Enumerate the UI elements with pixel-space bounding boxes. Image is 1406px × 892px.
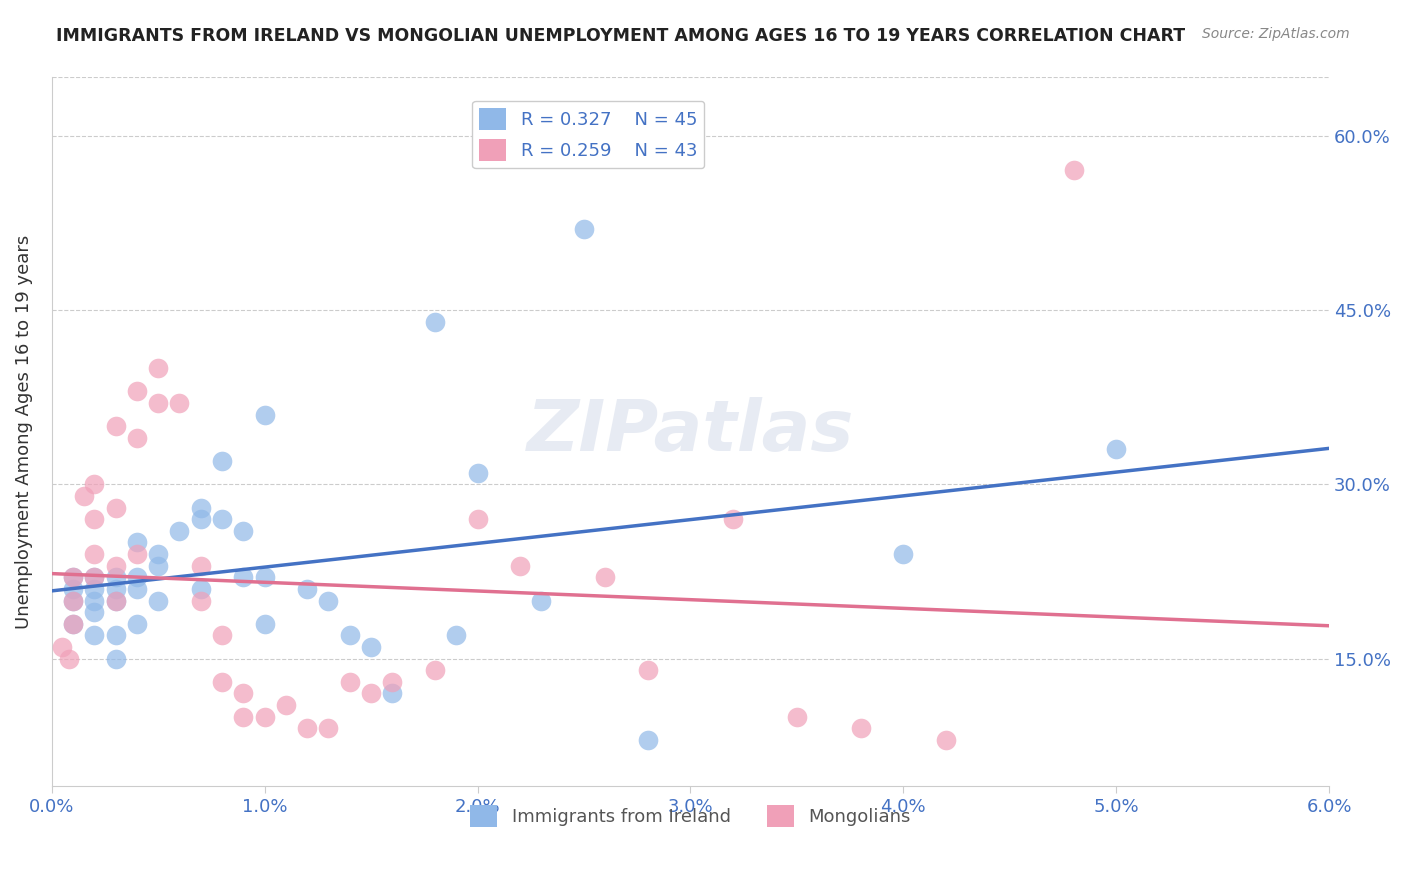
Point xyxy=(125,535,148,549)
Point xyxy=(83,628,105,642)
Point xyxy=(83,547,105,561)
Point xyxy=(360,640,382,654)
Point xyxy=(169,396,191,410)
Point xyxy=(360,686,382,700)
Text: IMMIGRANTS FROM IRELAND VS MONGOLIAN UNEMPLOYMENT AMONG AGES 16 TO 19 YEARS CORR: IMMIGRANTS FROM IRELAND VS MONGOLIAN UNE… xyxy=(56,27,1185,45)
Point xyxy=(104,628,127,642)
Point xyxy=(253,710,276,724)
Point xyxy=(891,547,914,561)
Point xyxy=(83,477,105,491)
Point xyxy=(58,651,80,665)
Point xyxy=(593,570,616,584)
Point xyxy=(467,466,489,480)
Point xyxy=(169,524,191,538)
Point xyxy=(509,558,531,573)
Point xyxy=(339,674,361,689)
Point xyxy=(62,582,84,596)
Point xyxy=(83,593,105,607)
Point xyxy=(62,616,84,631)
Point xyxy=(211,454,233,468)
Point xyxy=(104,582,127,596)
Point xyxy=(274,698,297,712)
Point xyxy=(148,361,170,376)
Point xyxy=(190,582,212,596)
Point xyxy=(637,733,659,747)
Point xyxy=(125,431,148,445)
Point xyxy=(253,408,276,422)
Point xyxy=(62,570,84,584)
Point xyxy=(190,593,212,607)
Point xyxy=(444,628,467,642)
Point xyxy=(51,640,73,654)
Point xyxy=(104,500,127,515)
Point xyxy=(637,663,659,677)
Point xyxy=(211,674,233,689)
Point xyxy=(253,616,276,631)
Point xyxy=(148,593,170,607)
Point xyxy=(104,651,127,665)
Point xyxy=(148,396,170,410)
Point xyxy=(381,686,404,700)
Point xyxy=(104,570,127,584)
Point xyxy=(190,558,212,573)
Point xyxy=(62,616,84,631)
Point xyxy=(190,500,212,515)
Point xyxy=(935,733,957,747)
Point xyxy=(125,570,148,584)
Point xyxy=(83,582,105,596)
Text: Source: ZipAtlas.com: Source: ZipAtlas.com xyxy=(1202,27,1350,41)
Point xyxy=(104,593,127,607)
Point xyxy=(125,384,148,399)
Point xyxy=(125,616,148,631)
Text: ZIPatlas: ZIPatlas xyxy=(527,398,853,467)
Point xyxy=(83,570,105,584)
Point xyxy=(1105,442,1128,457)
Point xyxy=(62,593,84,607)
Point xyxy=(721,512,744,526)
Point xyxy=(211,628,233,642)
Point xyxy=(232,524,254,538)
Point xyxy=(148,558,170,573)
Point xyxy=(73,489,96,503)
Point xyxy=(318,722,340,736)
Point xyxy=(318,593,340,607)
Point xyxy=(104,593,127,607)
Point xyxy=(190,512,212,526)
Point xyxy=(1063,163,1085,178)
Point xyxy=(125,547,148,561)
Point xyxy=(211,512,233,526)
Point xyxy=(253,570,276,584)
Point xyxy=(232,686,254,700)
Point xyxy=(339,628,361,642)
Point xyxy=(295,582,318,596)
Point xyxy=(83,512,105,526)
Point xyxy=(62,593,84,607)
Y-axis label: Unemployment Among Ages 16 to 19 years: Unemployment Among Ages 16 to 19 years xyxy=(15,235,32,629)
Point xyxy=(467,512,489,526)
Point xyxy=(62,570,84,584)
Point xyxy=(295,722,318,736)
Point xyxy=(423,314,446,328)
Point xyxy=(104,419,127,434)
Point xyxy=(232,570,254,584)
Point xyxy=(849,722,872,736)
Legend: Immigrants from Ireland, Mongolians: Immigrants from Ireland, Mongolians xyxy=(463,797,918,834)
Point xyxy=(381,674,404,689)
Point xyxy=(232,710,254,724)
Point xyxy=(572,221,595,235)
Point xyxy=(423,663,446,677)
Point xyxy=(786,710,808,724)
Point xyxy=(530,593,553,607)
Point xyxy=(148,547,170,561)
Point xyxy=(83,605,105,619)
Point xyxy=(104,558,127,573)
Point xyxy=(125,582,148,596)
Point xyxy=(83,570,105,584)
